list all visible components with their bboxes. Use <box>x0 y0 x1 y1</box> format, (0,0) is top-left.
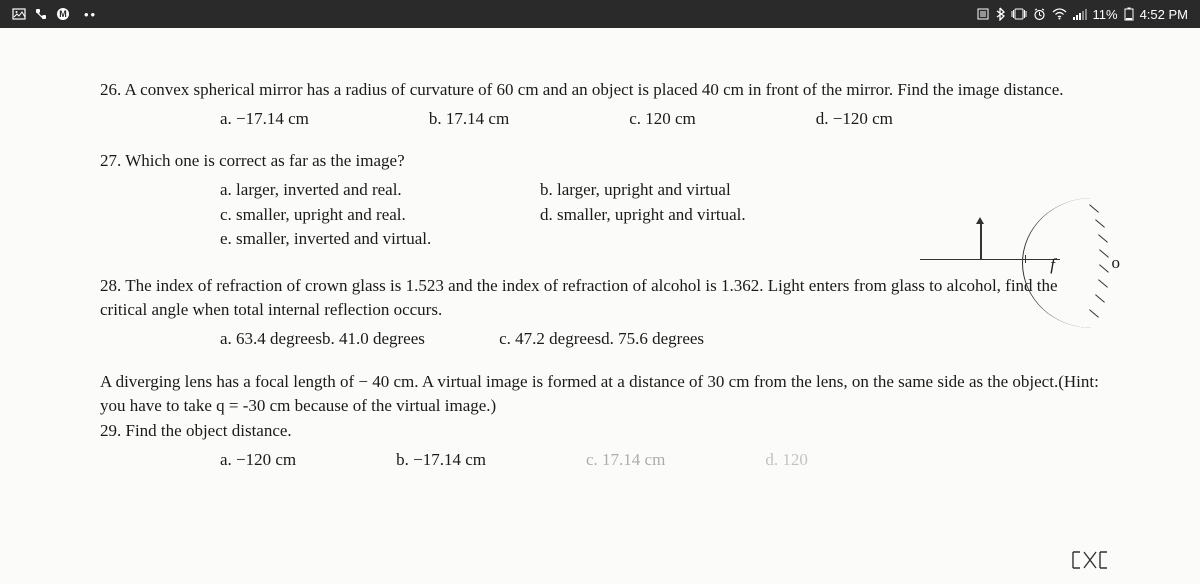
q29-text: 29. Find the object distance. <box>100 419 1100 444</box>
notif-icon <box>977 8 989 20</box>
q29-option-c: c. 17.14 cm <box>586 448 665 473</box>
vibrate-icon <box>1011 8 1027 20</box>
q29-option-d: d. 120 <box>765 448 808 473</box>
lens-diagram-partial <box>1070 550 1110 578</box>
q26-option-a: a. −17.14 cm <box>220 107 309 132</box>
battery-percent: 11% <box>1093 7 1118 22</box>
hatch-mark <box>1099 264 1109 272</box>
mirror-diagram: f o <box>920 193 1120 343</box>
document-page: 26. A convex spherical mirror has a radi… <box>0 28 1200 584</box>
m-icon: M <box>56 7 70 21</box>
bluetooth-icon <box>995 7 1005 21</box>
status-dots: •• <box>84 7 97 22</box>
alarm-icon <box>1033 8 1046 21</box>
q27-text: 27. Which one is correct as far as the i… <box>100 149 1100 174</box>
q28-option-c: c. 47.2 degrees <box>499 329 601 348</box>
gallery-icon <box>12 7 26 21</box>
hatch-mark <box>1099 249 1109 257</box>
question-29: A diverging lens has a focal length of −… <box>100 370 1100 473</box>
battery-icon <box>1124 7 1134 21</box>
status-time: 4:52 PM <box>1140 7 1188 22</box>
q27-option-e: e. smaller, inverted and virtual. <box>220 227 540 252</box>
hatch-mark <box>1098 234 1108 242</box>
focal-label: f <box>1050 253 1055 278</box>
svg-text:M: M <box>59 9 67 19</box>
center-label: o <box>1112 251 1121 276</box>
status-right: 11% 4:52 PM <box>977 7 1188 22</box>
question-26: 26. A convex spherical mirror has a radi… <box>100 78 1100 131</box>
q29-intro: A diverging lens has a focal length of −… <box>100 370 1100 419</box>
q28-option-d: d. 75.6 degrees <box>601 329 704 348</box>
q26-options: a. −17.14 cm b. 17.14 cm c. 120 cm d. −1… <box>100 107 1100 132</box>
q26-text: 26. A convex spherical mirror has a radi… <box>100 78 1100 103</box>
q27-option-a: a. larger, inverted and real. <box>220 178 540 203</box>
hatch-mark <box>1098 279 1108 287</box>
signal-icon <box>1073 8 1087 20</box>
q26-option-b: b. 17.14 cm <box>429 107 509 132</box>
wifi-icon <box>1052 8 1067 20</box>
hatch-mark <box>1095 294 1105 302</box>
status-left: M •• <box>12 7 97 22</box>
q26-option-c: c. 120 cm <box>629 107 696 132</box>
q28-option-a: a. 63.4 degrees <box>220 329 322 348</box>
q29-option-b: b. −17.14 cm <box>396 448 486 473</box>
object-arrow <box>980 223 982 259</box>
phone-icon <box>34 7 48 21</box>
q29-options: a. −120 cm b. −17.14 cm c. 17.14 cm d. 1… <box>100 448 1100 473</box>
q26-option-d: d. −120 cm <box>816 107 893 132</box>
hatch-mark <box>1095 219 1105 227</box>
q28-option-b: b. 41.0 degrees <box>322 329 425 348</box>
q29-option-a: a. −120 cm <box>220 448 296 473</box>
android-status-bar: M •• 11% 4:52 PM <box>0 0 1200 28</box>
mirror-curve <box>1022 198 1092 328</box>
q27-option-c: c. smaller, upright and real. <box>220 203 540 228</box>
